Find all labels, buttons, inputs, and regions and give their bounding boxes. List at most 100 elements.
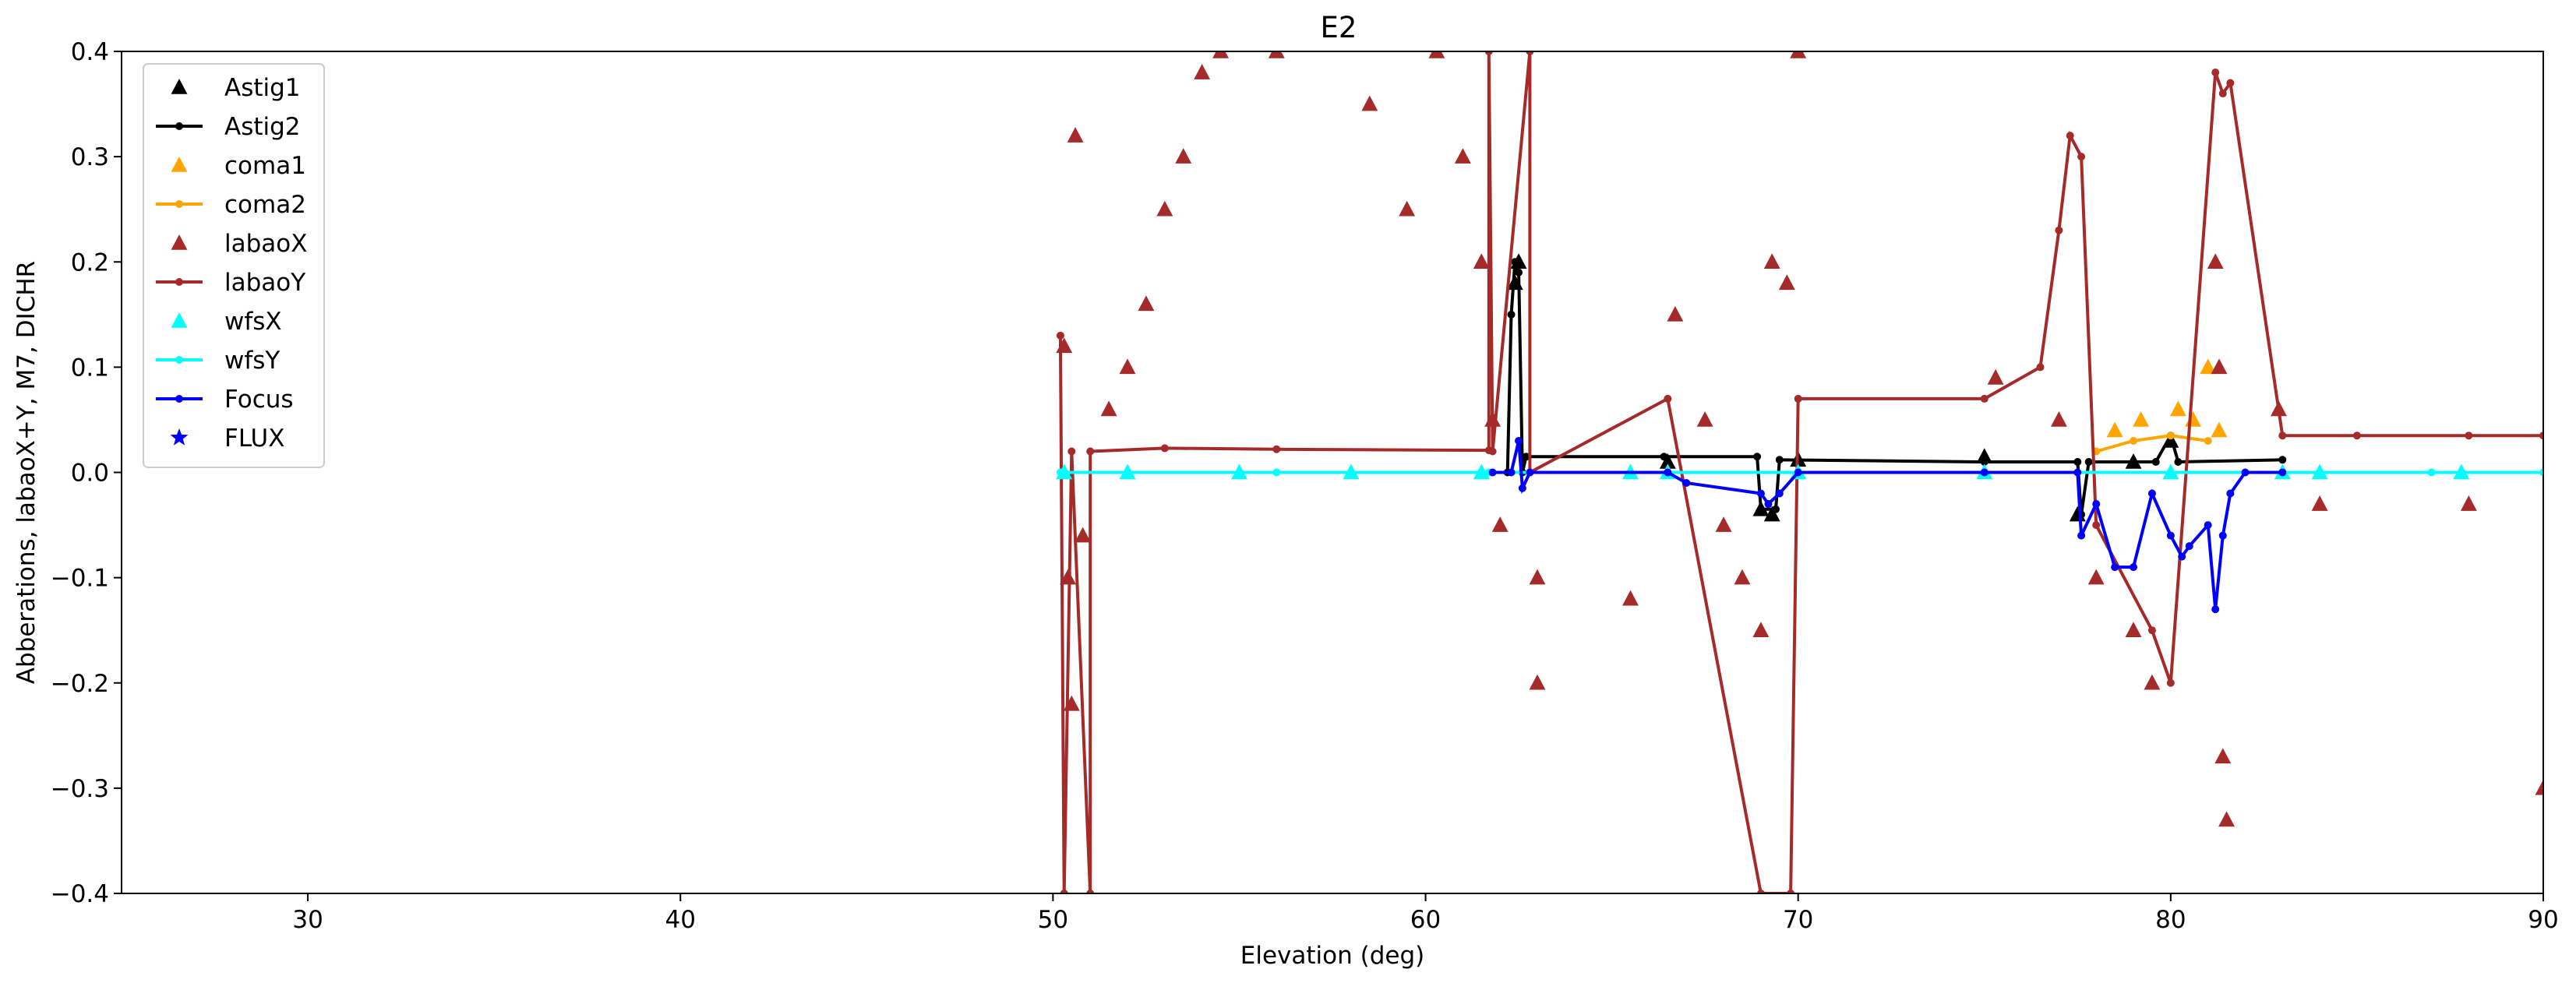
y-tick-label: 0.0	[71, 460, 109, 488]
data-point	[2036, 363, 2045, 372]
data-point	[2087, 569, 2105, 585]
data-point	[2278, 456, 2287, 464]
data-point	[2311, 495, 2328, 511]
data-point	[1488, 447, 1497, 456]
data-point	[1361, 95, 1378, 111]
data-point	[1056, 468, 1064, 477]
data-point	[1067, 127, 1084, 143]
data-point	[2200, 358, 2217, 375]
legend-label: Astig2	[224, 113, 301, 141]
data-point	[1194, 64, 1211, 79]
data-point	[1175, 148, 1192, 164]
legend-box	[143, 63, 325, 468]
legend-item: Astig2	[156, 113, 301, 141]
data-point	[2092, 521, 2101, 530]
data-point	[2147, 489, 2156, 498]
data-point	[2539, 468, 2543, 477]
legend-label: Focus	[224, 386, 294, 414]
axes: 30 40 50 60 70 80 90 −0.4 −0.3 −0.2 −0.1 0.0 0.1 0.2 0…	[51, 38, 2559, 934]
legend-marker	[170, 428, 189, 446]
data-point	[1056, 331, 1064, 340]
data-point	[1667, 305, 1684, 322]
data-point	[2211, 358, 2228, 375]
legend-item: Focus	[156, 386, 294, 414]
data-point	[1753, 453, 1762, 461]
data-point	[1763, 506, 1780, 522]
data-point	[1526, 468, 1534, 477]
data-point	[2166, 531, 2175, 540]
data-point	[1775, 489, 1784, 498]
data-point	[1660, 453, 1668, 461]
data-point	[2125, 622, 2142, 637]
series-coma1	[2106, 358, 2228, 438]
data-point	[1454, 148, 1471, 164]
y-axis-label: Abberations, labaoX+Y, M7, DICHR	[12, 261, 41, 684]
legend-item: wfsY	[156, 347, 280, 375]
legend-label: FLUX	[224, 425, 285, 453]
x-tick-label: 40	[665, 906, 696, 934]
data-point	[1787, 890, 1795, 893]
x-tick-label: 80	[2155, 906, 2186, 934]
legend-marker	[171, 157, 188, 172]
y-tick-label: 0.1	[71, 354, 109, 382]
y-tick-label: −0.3	[51, 775, 109, 803]
legend-label: labaoX	[224, 230, 308, 258]
legend-item: coma2	[156, 191, 306, 219]
legend: Astig1 Astig2 coma1 coma2 labaoX labaoY wfsX wf…	[143, 63, 325, 468]
data-point	[1086, 890, 1095, 893]
data-point	[2055, 226, 2063, 234]
data-point	[2092, 500, 2101, 509]
data-point	[1515, 436, 1523, 445]
data-point	[2111, 563, 2119, 572]
data-point	[1428, 51, 1445, 58]
data-point	[1138, 295, 1155, 312]
data-point	[2144, 674, 2161, 690]
data-point	[1491, 516, 1509, 532]
y-tick-label: 0.2	[71, 248, 109, 277]
data-point	[1060, 890, 1068, 893]
data-point	[2316, 468, 2324, 477]
data-point	[1399, 200, 1416, 217]
legend-label: wfsX	[224, 308, 282, 336]
legend-item: wfsX	[171, 308, 282, 336]
data-point	[1778, 274, 1795, 291]
data-point	[2211, 421, 2228, 438]
data-point	[2066, 132, 2074, 140]
data-point	[1511, 258, 1519, 266]
legend-label: coma1	[224, 152, 306, 180]
data-point	[2166, 678, 2175, 687]
x-tick-label: 50	[1038, 906, 1068, 934]
data-point	[1980, 457, 1988, 466]
legend-label: labaoY	[224, 269, 305, 297]
data-point	[1980, 394, 1988, 403]
legend-marker	[175, 200, 183, 208]
data-point	[1473, 253, 1490, 270]
legend-marker	[175, 395, 183, 403]
x-axis-label: Elevation (deg)	[1240, 942, 1424, 970]
data-point	[1980, 468, 1988, 477]
legend-marker	[171, 312, 188, 328]
data-point	[1764, 500, 1773, 509]
data-point	[1272, 445, 1281, 453]
y-tick-label: −0.2	[51, 670, 109, 698]
x-tick-label: 70	[1783, 906, 1813, 934]
legend-label: coma2	[224, 191, 306, 219]
data-point	[1119, 358, 1136, 375]
data-point	[2278, 468, 2287, 477]
data-point	[2465, 432, 2473, 440]
data-point	[1775, 456, 1784, 464]
data-point	[1507, 468, 1516, 477]
data-point	[2151, 457, 2160, 466]
data-point	[2133, 410, 2150, 427]
data-point	[1987, 368, 2004, 385]
data-point	[2073, 457, 2082, 466]
y-tick-label: −0.4	[51, 880, 109, 908]
series-Focus	[1488, 436, 2287, 614]
legend-marker	[175, 356, 183, 364]
legend-item: coma1	[171, 152, 306, 180]
data-point	[1075, 527, 1092, 543]
data-point	[1067, 447, 1076, 456]
data-point	[2084, 457, 2093, 466]
legend-marker	[175, 122, 183, 130]
